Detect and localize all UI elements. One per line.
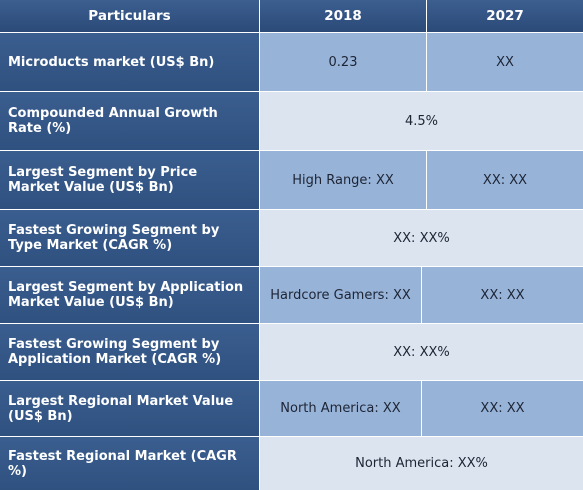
value-largest-segment-price-2027: XX: XX bbox=[427, 151, 583, 209]
value-microducts-2018: 0.23 bbox=[260, 33, 426, 91]
value-fastest-regional-market: North America: XX% bbox=[260, 437, 583, 490]
row-label-largest-regional-market: Largest Regional Market Value (US$ Bn) bbox=[0, 381, 259, 436]
value-largest-segment-price-2018: High Range: XX bbox=[260, 151, 426, 209]
value-largest-segment-application-2018: Hardcore Gamers: XX bbox=[260, 267, 421, 323]
row-label-fastest-regional-market: Fastest Regional Market (CAGR %) bbox=[0, 437, 259, 490]
header-particulars: Particulars bbox=[0, 0, 259, 32]
value-fastest-segment-type: XX: XX% bbox=[260, 210, 583, 266]
row-label-cagr: Compounded Annual Growth Rate (%) bbox=[0, 92, 259, 150]
value-largest-regional-market-2018: North America: XX bbox=[260, 381, 421, 436]
row-label-microducts-market: Microducts market (US$ Bn) bbox=[0, 33, 259, 91]
row-label-largest-segment-application: Largest Segment by Application Market Va… bbox=[0, 267, 259, 323]
row-label-fastest-segment-type: Fastest Growing Segment by Type Market (… bbox=[0, 210, 259, 266]
value-cagr: 4.5% bbox=[260, 92, 583, 150]
value-microducts-2027: XX bbox=[427, 33, 583, 91]
row-label-fastest-segment-application: Fastest Growing Segment by Application M… bbox=[0, 324, 259, 380]
value-largest-segment-application-2027: XX: XX bbox=[422, 267, 583, 323]
value-fastest-segment-application: XX: XX% bbox=[260, 324, 583, 380]
header-2018: 2018 bbox=[260, 0, 426, 32]
header-2027: 2027 bbox=[427, 0, 583, 32]
row-label-largest-segment-price: Largest Segment by Price Market Value (U… bbox=[0, 151, 259, 209]
value-largest-regional-market-2027: XX: XX bbox=[422, 381, 583, 436]
